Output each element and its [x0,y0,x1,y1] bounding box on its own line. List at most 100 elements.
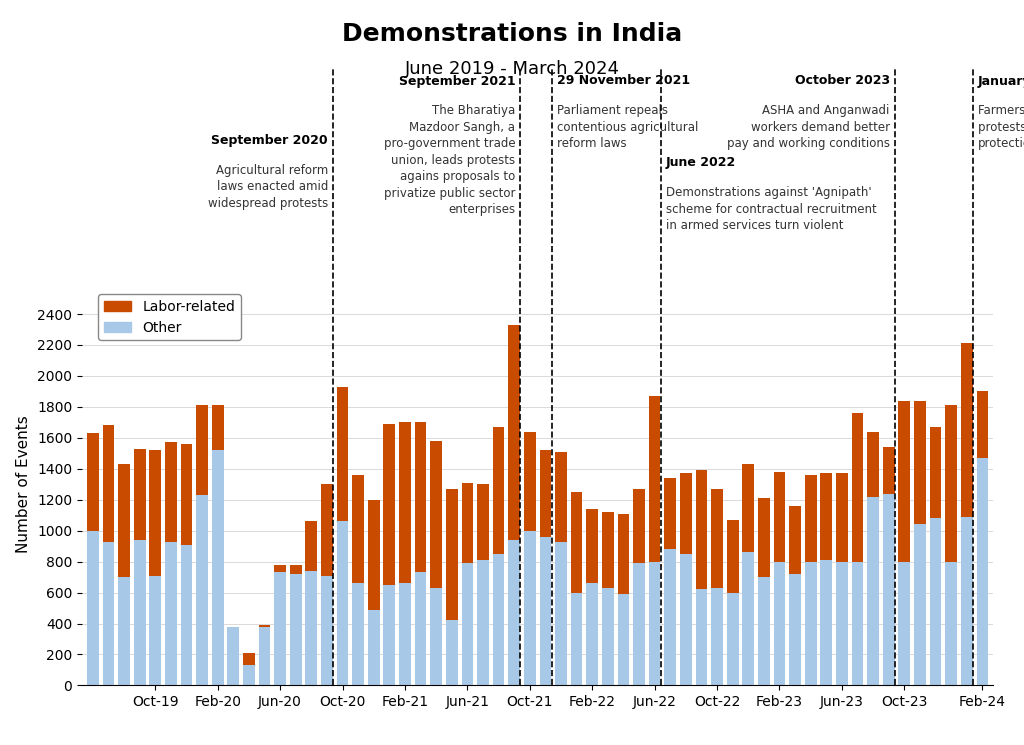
Text: June 2019 - March 2024: June 2019 - March 2024 [404,60,620,77]
Bar [384,424,395,585]
Bar [665,478,676,549]
Bar [462,483,473,563]
Bar [540,450,551,537]
Bar [352,475,364,583]
Bar [150,450,161,576]
Bar [758,577,770,685]
Bar [102,542,115,685]
Text: Farmers renew
protests for economic
protections: Farmers renew protests for economic prot… [978,104,1024,150]
Bar [867,497,879,685]
Bar [165,443,177,542]
Bar [118,577,130,685]
Bar [430,588,442,685]
Bar [322,576,333,685]
Bar [197,405,208,495]
Text: January 2024: January 2024 [978,74,1024,87]
Text: Demonstrations in India: Demonstrations in India [342,22,682,46]
Bar [150,576,161,685]
Bar [415,422,426,572]
Bar [898,562,910,685]
Bar [352,583,364,685]
Bar [555,451,567,542]
Bar [883,447,895,493]
Bar [867,431,879,497]
Bar [212,405,223,450]
Bar [930,427,941,519]
Bar [243,665,255,685]
Text: 29 November 2021: 29 November 2021 [557,74,690,87]
Bar [462,563,473,685]
Bar [742,552,754,685]
Bar [259,625,270,627]
Bar [665,549,676,685]
Bar [649,396,660,562]
Bar [322,484,333,576]
Text: Demonstrations against 'Agnipath'
scheme for contractual recruitment
in armed se: Demonstrations against 'Agnipath' scheme… [666,186,877,232]
Bar [197,495,208,685]
Bar [399,583,411,685]
Bar [118,464,130,577]
Bar [445,621,458,685]
Text: June 2022: June 2022 [666,156,736,169]
Bar [337,522,348,685]
Bar [914,401,926,524]
Bar [852,413,863,562]
Bar [555,542,567,685]
Bar [633,489,645,563]
Bar [617,513,630,594]
Text: The Bharatiya
Mazdoor Sangh, a
pro-government trade
union, leads protests
agains: The Bharatiya Mazdoor Sangh, a pro-gover… [384,104,515,216]
Bar [180,545,193,685]
Bar [790,506,801,574]
Bar [852,562,863,685]
Text: Parliament repeals
contentious agricultural
reform laws: Parliament repeals contentious agricultu… [557,104,698,150]
Bar [87,530,98,685]
Bar [305,571,317,685]
Bar [961,343,973,517]
Bar [524,431,536,530]
Bar [180,444,193,545]
Bar [836,562,848,685]
Bar [290,574,301,685]
Bar [695,470,708,589]
Bar [712,489,723,588]
Bar [259,627,270,685]
Bar [727,520,738,592]
Bar [570,592,583,685]
Bar [945,562,957,685]
Bar [633,563,645,685]
Bar [570,492,583,592]
Y-axis label: Number of Events: Number of Events [16,416,32,553]
Bar [290,565,301,574]
Bar [680,554,691,685]
Text: ASHA and Anganwadi
workers demand better
pay and working conditions: ASHA and Anganwadi workers demand better… [727,104,890,150]
Bar [524,530,536,685]
Bar [712,588,723,685]
Bar [243,653,255,665]
Bar [836,473,848,562]
Bar [977,391,988,458]
Bar [305,522,317,571]
Bar [820,473,833,560]
Bar [445,489,458,621]
Bar [945,405,957,562]
Bar [602,512,613,588]
Bar [337,387,348,522]
Bar [883,493,895,685]
Bar [508,540,520,685]
Bar [587,509,598,583]
Bar [87,433,98,530]
Bar [805,475,816,562]
Bar [820,560,833,685]
Bar [134,540,145,685]
Bar [274,565,286,572]
Bar [399,422,411,583]
Legend: Labor-related, Other: Labor-related, Other [98,294,241,340]
Bar [805,562,816,685]
Bar [430,441,442,588]
Bar [227,627,240,685]
Bar [493,427,505,554]
Bar [914,524,926,685]
Bar [384,585,395,685]
Bar [102,425,115,542]
Bar [477,560,488,685]
